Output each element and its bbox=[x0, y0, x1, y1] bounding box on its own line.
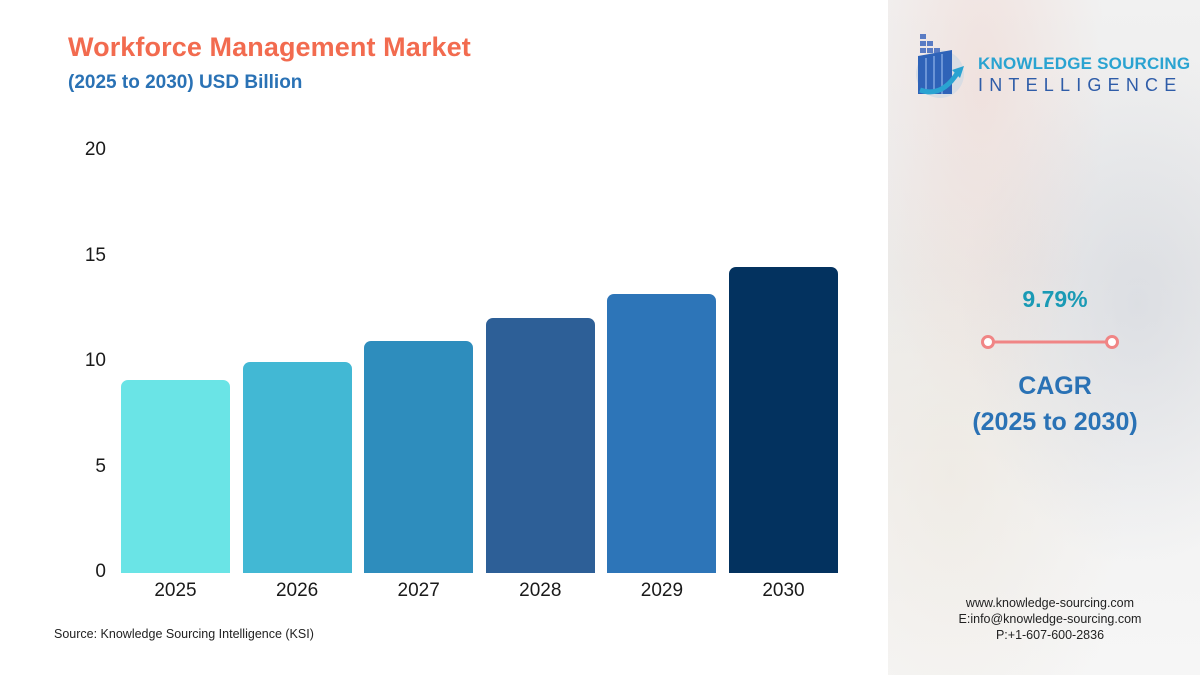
y-tick-label: 15 bbox=[84, 244, 106, 266]
sidebar-panel bbox=[888, 0, 1200, 675]
logo-text-line2: INTELLIGENCE bbox=[978, 75, 1183, 95]
bar-2030 bbox=[729, 267, 838, 573]
bar-2025 bbox=[121, 379, 230, 573]
contact-info: www.knowledge-sourcing.com E:info@knowle… bbox=[940, 595, 1160, 643]
bar-2026 bbox=[242, 362, 352, 573]
cagr-connector-icon bbox=[981, 335, 1119, 349]
source-note: Source: Knowledge Sourcing Intelligence … bbox=[54, 627, 314, 641]
x-tick-label: 2027 bbox=[397, 580, 440, 601]
cagr-period: (2025 to 2030) bbox=[972, 408, 1138, 436]
cagr-label-text: CAGR bbox=[1018, 372, 1092, 400]
email-link[interactable]: E:info@knowledge-sourcing.com bbox=[958, 612, 1142, 626]
ksi-logo: KNOWLEDGE SOURCING INTELLIGENCE bbox=[912, 28, 1192, 100]
y-tick-label: 20 bbox=[84, 139, 106, 160]
y-tick-label: 5 bbox=[95, 455, 106, 477]
cagr-value: 9.79% bbox=[1022, 286, 1088, 312]
y-tick-label: 10 bbox=[84, 350, 106, 371]
y-tick-label: 0 bbox=[95, 561, 106, 582]
cagr-label: CAGR (2025 to 2030) bbox=[940, 368, 1170, 440]
bar-2027 bbox=[364, 340, 474, 573]
x-tick-label: 2030 bbox=[762, 580, 805, 601]
bar-2028 bbox=[485, 317, 595, 573]
x-tick-label: 2028 bbox=[519, 580, 562, 601]
logo-building-icon bbox=[916, 34, 964, 98]
bar-2029 bbox=[607, 294, 717, 573]
website-link[interactable]: www.knowledge-sourcing.com bbox=[965, 596, 1135, 610]
x-tick-label: 2026 bbox=[275, 580, 319, 601]
chart-subtitle: (2025 to 2030) USD Billion bbox=[68, 72, 303, 93]
phone-number: P:+1-607-600-2836 bbox=[995, 628, 1105, 642]
logo-text-line1: KNOWLEDGE SOURCING bbox=[978, 54, 1191, 73]
x-tick-label: 2025 bbox=[154, 580, 197, 601]
chart-title: Workforce Management Market bbox=[68, 32, 471, 62]
x-tick-label: 2029 bbox=[640, 580, 684, 601]
